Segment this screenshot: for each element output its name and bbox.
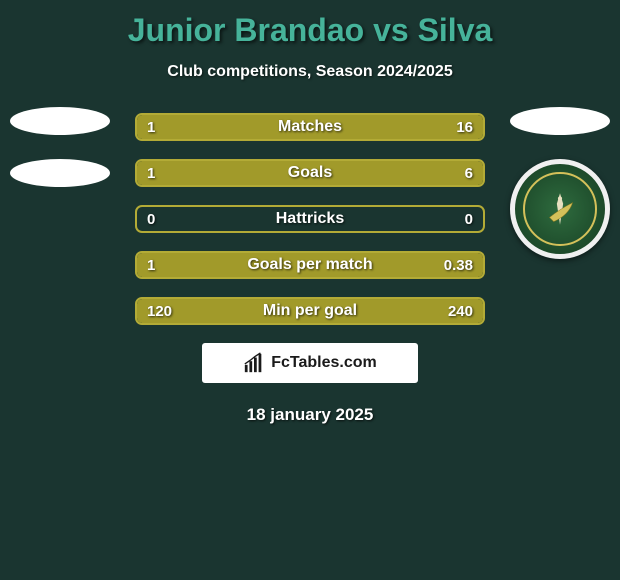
- branding-badge: FcTables.com: [202, 343, 418, 383]
- page-title: Junior Brandao vs Silva: [0, 0, 620, 49]
- stat-label: Hattricks: [137, 207, 483, 231]
- comparison-chart: 116Matches 16Goals 00Hattricks 10.38Goals p…: [0, 113, 620, 325]
- stat-label: Goals: [137, 161, 483, 185]
- stat-row: 00Hattricks: [135, 205, 485, 233]
- stat-row: 16Goals: [135, 159, 485, 187]
- left-team-badges: [10, 107, 110, 211]
- subtitle: Club competitions, Season 2024/2025: [0, 63, 620, 81]
- stat-row: 120240Min per goal: [135, 297, 485, 325]
- stat-label: Min per goal: [137, 299, 483, 323]
- right-team-badges: [510, 107, 610, 259]
- team-badge-ellipse: [510, 107, 610, 135]
- stat-row: 116Matches: [135, 113, 485, 141]
- branding-text: FcTables.com: [271, 354, 377, 372]
- stat-row: 10.38Goals per match: [135, 251, 485, 279]
- team-badge-ellipse: [10, 159, 110, 187]
- stat-label: Matches: [137, 115, 483, 139]
- chart-icon: [243, 352, 265, 374]
- team-badge-ellipse: [10, 107, 110, 135]
- stat-rows: 116Matches 16Goals 00Hattricks 10.38Goals p…: [135, 113, 485, 325]
- club-badge: [510, 159, 610, 259]
- date-label: 18 january 2025: [0, 405, 620, 425]
- stat-label: Goals per match: [137, 253, 483, 277]
